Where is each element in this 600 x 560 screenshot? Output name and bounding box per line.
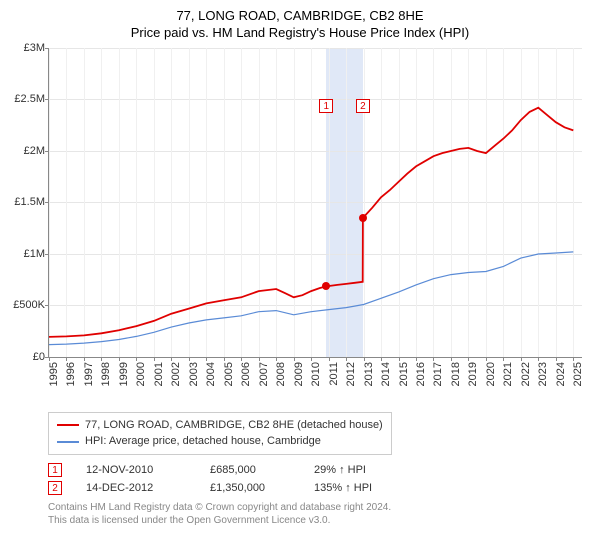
- x-axis-label: 2010: [310, 362, 322, 386]
- sale-date: 14-DEC-2012: [86, 482, 186, 494]
- x-axis-label: 2020: [485, 362, 497, 386]
- x-axis-label: 2013: [363, 362, 375, 386]
- x-axis-label: 2023: [537, 362, 549, 386]
- chart-plot-area: £0£500K£1M£1.5M£2M£2.5M£3M12: [48, 48, 582, 358]
- chart-title: 77, LONG ROAD, CAMBRIDGE, CB2 8HE Price …: [8, 8, 592, 42]
- legend-item: HPI: Average price, detached house, Camb…: [57, 433, 383, 450]
- title-line-2: Price paid vs. HM Land Registry's House …: [8, 25, 592, 42]
- sale-marker-on-chart: 2: [356, 99, 370, 113]
- x-axis-label: 2011: [328, 362, 340, 386]
- series-hpi: [49, 252, 573, 345]
- chart-container: 77, LONG ROAD, CAMBRIDGE, CB2 8HE Price …: [0, 0, 600, 560]
- x-axis-label: 2005: [223, 362, 235, 386]
- sale-price: £1,350,000: [210, 482, 290, 494]
- legend: 77, LONG ROAD, CAMBRIDGE, CB2 8HE (detac…: [48, 412, 392, 455]
- x-axis-label: 2009: [293, 362, 305, 386]
- x-axis-label: 2017: [432, 362, 444, 386]
- legend-swatch: [57, 424, 79, 426]
- sale-price: £685,000: [210, 464, 290, 476]
- legend-swatch: [57, 441, 79, 443]
- x-axis-label: 2008: [275, 362, 287, 386]
- x-axis-label: 2012: [345, 362, 357, 386]
- x-axis-label: 1998: [100, 362, 112, 386]
- x-axis-label: 2016: [415, 362, 427, 386]
- x-axis-label: 2018: [450, 362, 462, 386]
- y-axis-label: £3M: [24, 42, 49, 54]
- x-axis-labels: 1995 1996 1997 1998 1999 2000 2001 2002 2003 2004…: [48, 358, 582, 408]
- sales-table: 1 12-NOV-2010 £685,000 29% ↑ HPI 2 14-DE…: [48, 461, 584, 497]
- y-axis-label: £2.5M: [14, 93, 49, 105]
- x-axis-label: 2000: [135, 362, 147, 386]
- x-axis-label: 2022: [520, 362, 532, 386]
- x-axis-label: 2003: [188, 362, 200, 386]
- y-axis-label: £2M: [24, 145, 49, 157]
- x-axis-label: 1995: [48, 362, 60, 386]
- legend-label: 77, LONG ROAD, CAMBRIDGE, CB2 8HE (detac…: [85, 417, 383, 434]
- x-axis-label: 2001: [153, 362, 165, 386]
- legend-item: 77, LONG ROAD, CAMBRIDGE, CB2 8HE (detac…: [57, 417, 383, 434]
- sales-row: 1 12-NOV-2010 £685,000 29% ↑ HPI: [48, 461, 584, 479]
- sale-marker-icon: 1: [48, 463, 62, 477]
- sales-row: 2 14-DEC-2012 £1,350,000 135% ↑ HPI: [48, 479, 584, 497]
- x-axis-label: 2015: [398, 362, 410, 386]
- sale-marker-on-chart: 1: [319, 99, 333, 113]
- sale-date: 12-NOV-2010: [86, 464, 186, 476]
- x-axis-label: 2007: [258, 362, 270, 386]
- footer-line: This data is licensed under the Open Gov…: [48, 514, 584, 527]
- x-axis-label: 2004: [205, 362, 217, 386]
- sale-marker-icon: 2: [48, 481, 62, 495]
- x-axis-label: 2021: [502, 362, 514, 386]
- y-axis-label: £1.5M: [14, 196, 49, 208]
- line-series-svg: [49, 48, 582, 357]
- legend-label: HPI: Average price, detached house, Camb…: [85, 433, 321, 450]
- footer-attribution: Contains HM Land Registry data © Crown c…: [48, 501, 584, 527]
- sale-point: [359, 214, 367, 222]
- x-axis-label: 1997: [83, 362, 95, 386]
- x-axis-label: 1996: [65, 362, 77, 386]
- sale-delta: 29% ↑ HPI: [314, 464, 366, 476]
- series-price_paid: [49, 107, 573, 336]
- x-axis-label: 1999: [118, 362, 130, 386]
- footer-line: Contains HM Land Registry data © Crown c…: [48, 501, 584, 514]
- sale-point: [322, 282, 330, 290]
- x-axis-label: 2002: [170, 362, 182, 386]
- x-axis-label: 2024: [555, 362, 567, 386]
- sale-delta: 135% ↑ HPI: [314, 482, 372, 494]
- plot-box: £0£500K£1M£1.5M£2M£2.5M£3M12: [48, 48, 582, 358]
- y-axis-label: £500K: [13, 299, 49, 311]
- x-axis-label: 2025: [572, 362, 584, 386]
- title-line-1: 77, LONG ROAD, CAMBRIDGE, CB2 8HE: [8, 8, 592, 25]
- y-axis-label: £1M: [24, 248, 49, 260]
- x-axis-label: 2019: [467, 362, 479, 386]
- y-axis-label: £0: [33, 351, 49, 363]
- x-axis-label: 2006: [240, 362, 252, 386]
- x-axis-label: 2014: [380, 362, 392, 386]
